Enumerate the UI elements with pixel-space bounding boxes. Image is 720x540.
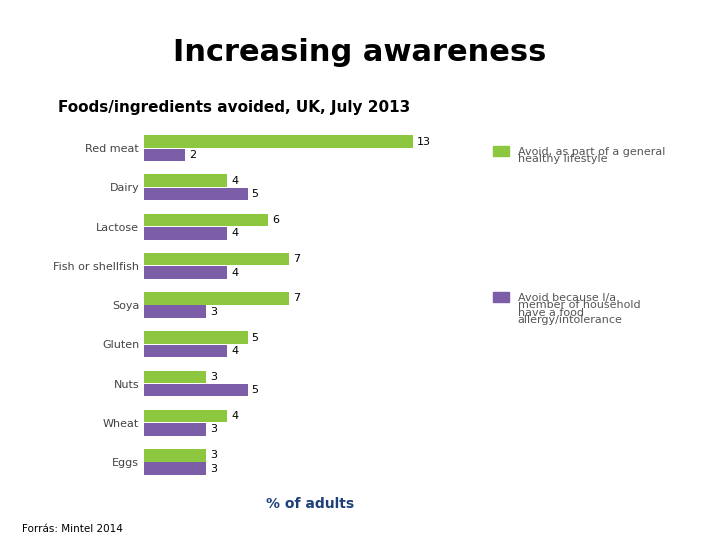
Text: 5: 5 [252,385,258,395]
Text: 3: 3 [210,307,217,317]
Bar [144,370,206,383]
Bar [144,462,206,475]
Bar [144,253,289,266]
Text: Foods/ingredients avoided, UK, July 2013: Foods/ingredients avoided, UK, July 2013 [58,100,410,115]
Text: allergy/intolerance: allergy/intolerance [518,315,623,326]
Text: 3: 3 [210,424,217,435]
Bar [144,174,227,187]
Text: Increasing awareness: Increasing awareness [174,38,546,67]
Bar [144,423,206,436]
Text: 5: 5 [252,189,258,199]
Text: 6: 6 [272,215,279,225]
Text: member of household: member of household [518,300,640,310]
Bar [144,449,206,462]
Text: 4: 4 [231,176,238,186]
Text: 3: 3 [210,450,217,460]
Text: healthy lifestyle: healthy lifestyle [518,154,607,165]
Text: 4: 4 [231,228,238,238]
Text: 5: 5 [252,333,258,343]
Bar [144,332,248,344]
Text: Avoid because I/a: Avoid because I/a [518,293,616,303]
Bar [144,214,269,226]
Bar [144,345,227,357]
Bar [144,292,289,305]
Bar [144,227,227,240]
Text: 7: 7 [293,293,300,303]
Bar [144,136,413,148]
Text: 7: 7 [293,254,300,264]
Bar [144,410,227,422]
Bar [144,384,248,396]
Text: 2: 2 [189,150,197,160]
X-axis label: % of adults: % of adults [266,497,354,511]
Text: 4: 4 [231,346,238,356]
Bar [144,148,186,161]
Text: 13: 13 [418,137,431,146]
Text: Avoid, as part of a general: Avoid, as part of a general [518,147,665,157]
Text: 4: 4 [231,267,238,278]
Bar [144,306,206,318]
Text: have a food: have a food [518,308,584,318]
Text: 3: 3 [210,464,217,474]
Text: Forrás: Mintel 2014: Forrás: Mintel 2014 [22,523,122,534]
Text: 3: 3 [210,372,217,382]
Bar [144,188,248,200]
Text: 4: 4 [231,411,238,421]
Bar [144,266,227,279]
